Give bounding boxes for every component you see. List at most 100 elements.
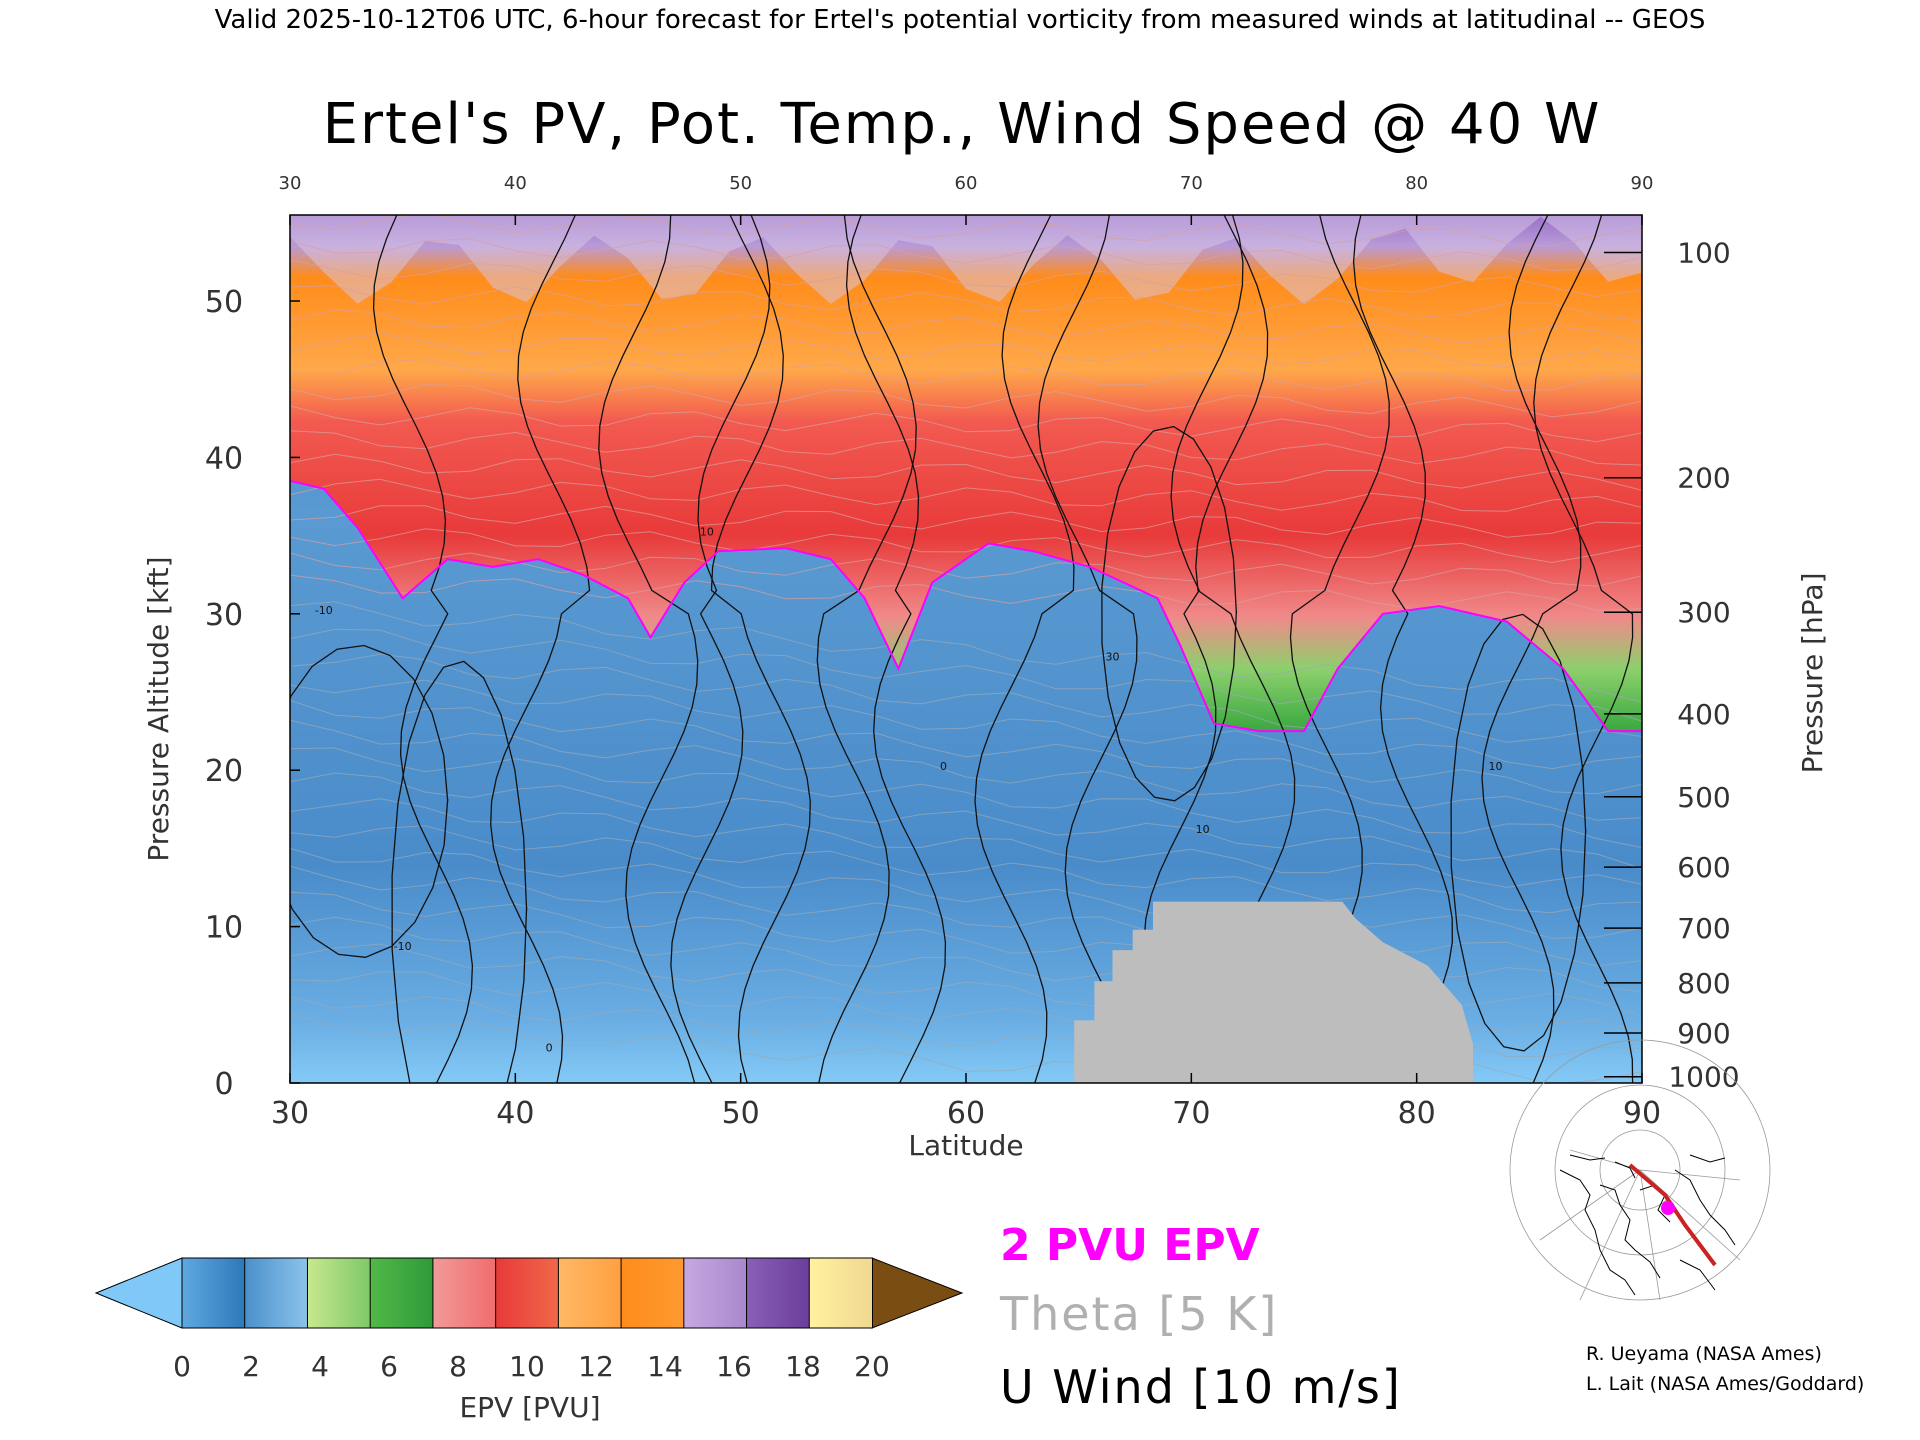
wind-contour	[845, 215, 947, 1083]
x-tick-label: 70	[1172, 1096, 1210, 1131]
theta-contour	[290, 628, 1642, 722]
wind-contour	[490, 215, 591, 1083]
theta-contour	[290, 699, 1642, 795]
pressure-tick-label: 700	[1677, 912, 1730, 945]
pressure-tick-label: 200	[1677, 462, 1730, 495]
y-axis-label-left: Pressure Altitude [kft]	[142, 556, 175, 861]
inset-latitude-ring	[1509, 1039, 1771, 1301]
colorbar-label: EPV [PVU]	[459, 1391, 600, 1424]
colorbar-segment	[369, 1257, 434, 1329]
colorbar-segment	[495, 1257, 560, 1329]
wind-contour-label: 0	[546, 1042, 553, 1055]
pressure-tick-label: 300	[1677, 596, 1730, 629]
pressure-tick-label: 400	[1677, 698, 1730, 731]
colorbar-tick-label: 10	[509, 1350, 545, 1383]
theta-contour	[290, 772, 1642, 870]
wind-contour-label: -10	[394, 940, 412, 953]
x-tick-label: 40	[496, 1096, 534, 1131]
wind-contour	[391, 660, 528, 1083]
colorbar-tick-label: 18	[785, 1350, 821, 1383]
theta-contour	[290, 215, 1642, 247]
theta-contour	[290, 383, 1642, 418]
colorbar-tick-label: 0	[173, 1350, 191, 1383]
plot-area: -10 -10 0 10 0 30 10 10	[290, 215, 1642, 1083]
inset-latitude-ring	[1599, 1129, 1681, 1211]
y-tick-label: 10	[205, 911, 243, 946]
theta-contour	[290, 285, 1642, 322]
colorbar-segment	[244, 1257, 309, 1329]
x-tick-label: 90	[1623, 1096, 1661, 1131]
colorbar-tick-label: 4	[311, 1350, 329, 1383]
y-tick-label: 20	[205, 754, 243, 789]
inset-meridian	[1639, 1169, 1741, 1261]
credit-line-2: L. Lait (NASA Ames/Goddard)	[1586, 1373, 1864, 1395]
y-tick-label: 30	[205, 598, 243, 633]
x-tick-label-top: 40	[504, 173, 527, 194]
inset-location-marker	[1661, 1201, 1675, 1215]
theta-contour	[290, 865, 1642, 967]
wind-contour-label: -10	[315, 604, 333, 617]
inset-latitude-ring	[1554, 1084, 1726, 1256]
x-tick-label-top: 30	[279, 173, 302, 194]
colorbar-segment	[432, 1257, 497, 1329]
two-pvu-contour	[290, 479, 1642, 733]
theta-contour	[290, 259, 1642, 298]
header-line: Valid 2025-10-12T06 UTC, 6-hour forecast…	[215, 5, 1706, 35]
colorbar-tick-label: 20	[854, 1350, 890, 1383]
theta-contour	[290, 719, 1642, 821]
colorbar-segment	[557, 1257, 623, 1329]
theta-contour	[290, 453, 1642, 491]
inset-meridian	[1569, 1149, 1641, 1171]
wind-contour-label: 0	[940, 760, 947, 773]
inset-meridian	[1579, 1169, 1641, 1301]
x-tick-label: 80	[1398, 1096, 1436, 1131]
theta-contour	[290, 528, 1642, 564]
colorbar-segment	[683, 1257, 748, 1329]
theta-contour	[290, 552, 1642, 587]
wind-contour-label: 10	[1489, 760, 1503, 773]
wind-contour	[372, 215, 474, 1083]
theta-contour	[290, 309, 1642, 344]
pressure-tick-label: 800	[1677, 967, 1730, 1000]
theta-contour	[290, 747, 1642, 848]
theta-contour	[290, 430, 1642, 466]
colorbar-under-arrow	[94, 1257, 183, 1329]
wind-contour	[670, 215, 771, 1083]
colorbar: 0 2 4 6 8 10 12 14 16 18 20	[94, 1257, 964, 1383]
theta-contour	[290, 798, 1642, 888]
colorbar-tick-label: 14	[647, 1350, 683, 1383]
theta-contour	[290, 358, 1642, 392]
theta-contour	[290, 847, 1642, 939]
chart-title: Ertel's PV, Pot. Temp., Wind Speed @ 40 …	[323, 92, 1602, 157]
colorbar-segment	[746, 1257, 811, 1329]
wind-contour	[710, 215, 811, 1083]
credit-line-1: R. Ueyama (NASA Ames)	[1586, 1343, 1822, 1365]
colorbar-tick-label: 6	[380, 1350, 398, 1383]
wind-contour	[816, 215, 917, 1083]
colorbar-tick-label: 8	[449, 1350, 467, 1383]
wind-contour-label: 10	[1196, 823, 1210, 836]
legend-pv: 2 PVU EPV	[1000, 1220, 1260, 1271]
y-tick-label: 40	[205, 441, 243, 476]
wind-contour	[1101, 425, 1238, 802]
colorbar-segment	[620, 1257, 685, 1329]
x-tick-label: 50	[722, 1096, 760, 1131]
wind-contour	[974, 215, 1075, 1083]
x-tick-label-top: 80	[1405, 173, 1428, 194]
legend-wind: U Wind [10 m/s]	[1000, 1360, 1402, 1414]
theta-contour	[290, 505, 1642, 538]
y-tick-label: 50	[205, 285, 243, 320]
orography-mask	[1074, 901, 1473, 1083]
theta-contour	[290, 601, 1642, 703]
x-tick-label: 30	[271, 1096, 309, 1131]
x-axis-label: Latitude	[908, 1129, 1023, 1162]
y-tick-label: 0	[214, 1067, 233, 1102]
colorbar-segment	[306, 1257, 372, 1329]
wind-contour	[1481, 215, 1582, 1083]
wind-contour-label: 10	[700, 526, 714, 539]
theta-contour	[290, 238, 1642, 272]
colorbar-segment	[808, 1257, 873, 1329]
pressure-tick-label: 100	[1677, 237, 1730, 270]
wind-contour	[1352, 215, 1453, 1083]
pressure-tick-label: 500	[1677, 781, 1730, 814]
